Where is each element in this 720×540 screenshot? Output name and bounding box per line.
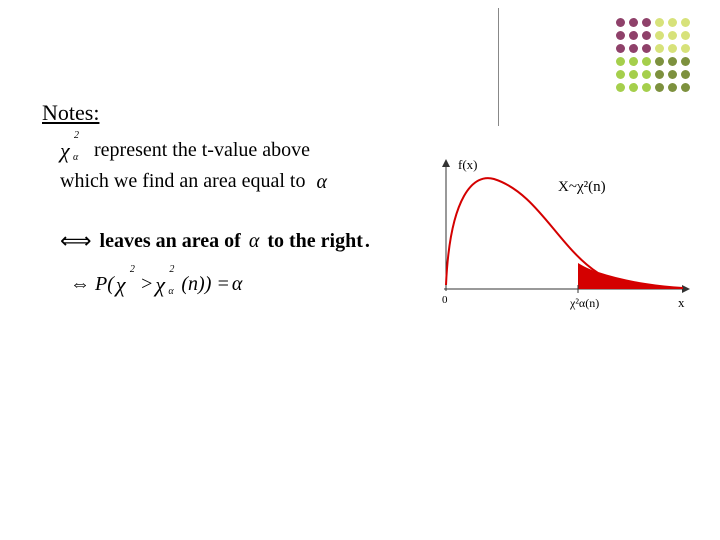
formula-n-eq: (n)) = [181,273,229,296]
shaded-tail-area [578,263,683,289]
decoration-dot [655,18,664,27]
text-line-1: χ 2 α represent the t-value above [60,138,310,162]
decoration-dot [642,44,651,53]
decoration-dot [616,83,625,92]
decoration-dot [668,31,677,40]
separator-line [498,8,499,126]
decoration-dot [668,57,677,66]
alpha-symbol: α [316,171,327,194]
decoration-dot [655,57,664,66]
decoration-dot [629,70,638,79]
y-axis-label: f(x) [458,157,478,172]
formula-prefix: ⇔ P( [70,273,114,296]
corner-dots-decoration [616,18,690,96]
decoration-dot [668,18,677,27]
y-axis-arrow-icon [442,159,450,167]
decoration-dot [681,70,690,79]
decoration-dot [616,44,625,53]
decoration-dot [655,44,664,53]
decoration-dot [681,31,690,40]
alpha-symbol-2: α [249,230,260,253]
notes-heading: Notes: [42,100,99,126]
decoration-dot [616,18,625,27]
decoration-dot [655,31,664,40]
origin-label: 0 [442,294,448,306]
decoration-dot [642,57,651,66]
line3-text-a: leaves an area of [100,230,241,253]
decoration-dot [616,70,625,79]
decoration-dot [629,18,638,27]
decoration-dot [642,70,651,79]
line1-text: represent the t-value above [94,139,310,162]
decoration-dot [629,31,638,40]
decoration-dot [681,83,690,92]
decoration-dot [655,83,664,92]
decoration-dot [681,18,690,27]
x-axis-arrow-icon [682,285,690,293]
text-line-2: which we find an area equal to α [60,170,327,194]
iff-arrow-icon: ⟺ [60,228,92,254]
decoration-dot [629,44,638,53]
chi-squared-distribution-graph: f(x) x 0 χ²α(n) X~χ²(n) [428,155,696,325]
chi-squared-symbol: χ 2 [116,272,138,296]
decoration-dot [668,83,677,92]
decoration-dot [642,31,651,40]
line3-text-b: to the right [267,230,363,253]
distribution-legend: X~χ²(n) [558,179,606,195]
line3-dot: . [365,230,370,253]
decoration-dot [681,57,690,66]
text-line-4-formula: ⇔ P( χ 2 > χ 2 α (n)) = α [70,272,242,296]
decoration-dot [681,44,690,53]
decoration-dot [616,57,625,66]
decoration-dot [642,83,651,92]
decoration-dot [629,83,638,92]
chi-squared-alpha-symbol-2: χ 2 α [155,272,179,296]
decoration-dot [629,57,638,66]
text-line-3: ⟺ leaves an area of α to the right. [60,228,370,254]
x-axis-label: x [678,295,685,310]
line2-text: which we find an area equal to [60,170,305,192]
alpha-symbol-3: α [232,273,243,296]
decoration-dot [668,70,677,79]
decoration-dot [642,18,651,27]
decoration-dot [616,31,625,40]
critical-value-label: χ²α(n) [569,296,599,310]
chi-squared-alpha-symbol: χ 2 α [60,138,90,162]
decoration-dot [668,44,677,53]
formula-gt: > [140,273,154,296]
decoration-dot [655,70,664,79]
